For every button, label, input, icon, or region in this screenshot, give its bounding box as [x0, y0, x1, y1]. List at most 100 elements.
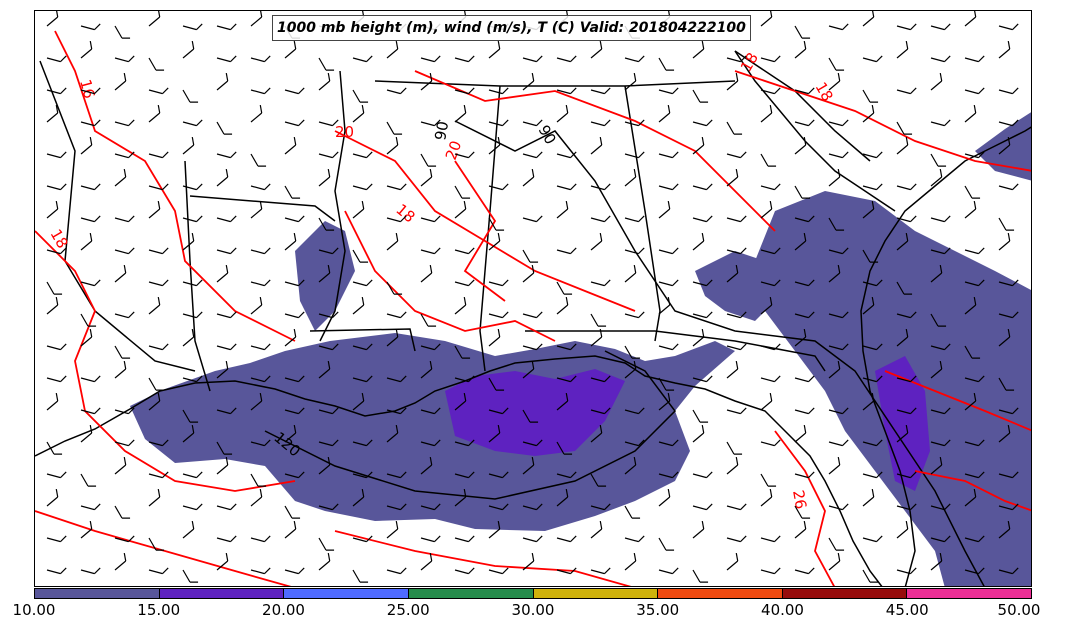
wind-barb-shaft: [182, 473, 197, 479]
wind-barb-shaft: [624, 505, 633, 519]
wind-barb-flag: [502, 503, 509, 511]
wind-barb-shaft: [930, 272, 943, 283]
wind-barb: [488, 40, 501, 59]
wind-barb: [420, 360, 433, 379]
wind-barb-flag: [121, 517, 131, 519]
wind-barb: [114, 360, 127, 379]
wind-barb: [420, 535, 441, 543]
wind-barb-shaft: [352, 473, 367, 479]
wind-barb-flag: [701, 328, 705, 338]
wind-barb-flag: [1007, 328, 1011, 338]
wind-barb-shaft: [386, 240, 399, 251]
wind-barb-flag: [55, 296, 59, 306]
wind-barb: [318, 168, 331, 187]
wind-barb-flag: [400, 407, 407, 415]
wind-barb: [284, 520, 297, 539]
wind-barb: [148, 151, 169, 159]
wind-barb-flag: [189, 421, 199, 423]
wind-barb-shaft: [522, 368, 535, 379]
wind-barb-flag: [429, 264, 433, 274]
wind-barb-shaft: [590, 281, 605, 287]
wind-barb-shaft: [114, 313, 129, 319]
wind-barb-shaft: [80, 569, 95, 575]
wind-barb-shaft: [930, 121, 945, 127]
wind-barb: [454, 55, 475, 63]
wind-barb: [760, 567, 781, 575]
wind-barb: [828, 119, 849, 127]
wind-barb: [862, 11, 875, 27]
wind-barb-shaft: [114, 464, 127, 475]
wind-barb-flag: [502, 407, 509, 415]
wind-barb: [80, 279, 101, 287]
wind-barb-shaft: [454, 249, 469, 255]
wind-barb-flag: [468, 55, 475, 63]
wind-barb: [760, 296, 773, 315]
wind-barb: [726, 441, 743, 455]
wind-barb: [114, 119, 135, 127]
wind-barb-shaft: [590, 528, 603, 539]
temp-contour-16: [54, 30, 296, 342]
wind-barb-flag: [429, 456, 433, 466]
wind-barb-flag: [123, 360, 127, 370]
wind-barb: [692, 89, 709, 103]
wind-barb: [284, 505, 301, 519]
wind-barb-shaft: [318, 560, 331, 571]
wind-barb-flag: [910, 375, 917, 383]
wind-barb-shaft: [182, 528, 195, 539]
wind-barb-flag: [876, 279, 883, 287]
wind-barb-shaft: [386, 409, 401, 415]
wind-barb-shaft: [386, 281, 395, 295]
wind-barb-flag: [123, 264, 127, 274]
wind-barb-flag: [871, 104, 875, 114]
wind-barb: [80, 232, 93, 251]
wind-barb: [352, 439, 373, 447]
wind-barb: [420, 343, 441, 351]
wind-barb-flag: [803, 232, 807, 242]
wind-barb: [522, 456, 535, 475]
wind-barb-flag: [529, 421, 539, 423]
wind-barb: [896, 503, 917, 511]
wind-barb: [590, 375, 611, 383]
wind-barb-flag: [325, 69, 335, 71]
wind-barb-shaft: [386, 144, 399, 155]
wind-barb-shaft: [794, 281, 809, 287]
wind-barb: [318, 72, 331, 91]
wind-barb-shaft: [182, 240, 195, 251]
wind-barb: [998, 503, 1019, 511]
wind-barb: [114, 345, 131, 359]
colorbar-tick: 30.00: [511, 601, 555, 619]
wind-barb: [930, 55, 951, 63]
wind-barb-shaft: [930, 313, 939, 327]
wind-barb-shaft: [794, 217, 809, 223]
wind-barb-shaft: [828, 121, 843, 127]
wind-barb-shaft: [250, 89, 265, 95]
wind-barb: [794, 424, 807, 443]
wind-barb-shaft: [862, 496, 875, 507]
wind-barb: [998, 377, 1015, 391]
wind-barb-flag: [400, 567, 407, 575]
wind-barb-flag: [395, 328, 399, 338]
wind-barb-shaft: [522, 409, 531, 423]
wind-barb-shaft: [556, 249, 571, 255]
wind-barb-flag: [400, 183, 407, 191]
wind-barb-shaft: [998, 505, 1013, 511]
wind-barb-shaft: [658, 400, 671, 411]
map-canvas: 16 18 20 20 18 18 18 26 90 90 120: [35, 11, 1031, 586]
wind-barb: [794, 279, 815, 287]
appalachian-coast-line: [734, 50, 896, 212]
wind-barb-flag: [536, 503, 543, 511]
wind-barb-shaft: [862, 57, 877, 63]
wind-barb-shaft: [930, 505, 945, 511]
wind-barb-flag: [60, 247, 67, 255]
wind-barb: [522, 215, 543, 223]
wind-barb-shaft: [488, 185, 503, 191]
wind-barb-shaft: [216, 25, 231, 31]
wind-barb-shaft: [182, 313, 197, 319]
wind-barb: [930, 552, 943, 571]
wind-barb-flag: [565, 104, 569, 114]
wind-barb: [522, 535, 543, 543]
wind-barb-flag: [463, 392, 467, 402]
wind-barb-shaft: [114, 409, 129, 415]
wind-barb-flag: [121, 357, 131, 359]
wind-barb: [386, 232, 399, 251]
